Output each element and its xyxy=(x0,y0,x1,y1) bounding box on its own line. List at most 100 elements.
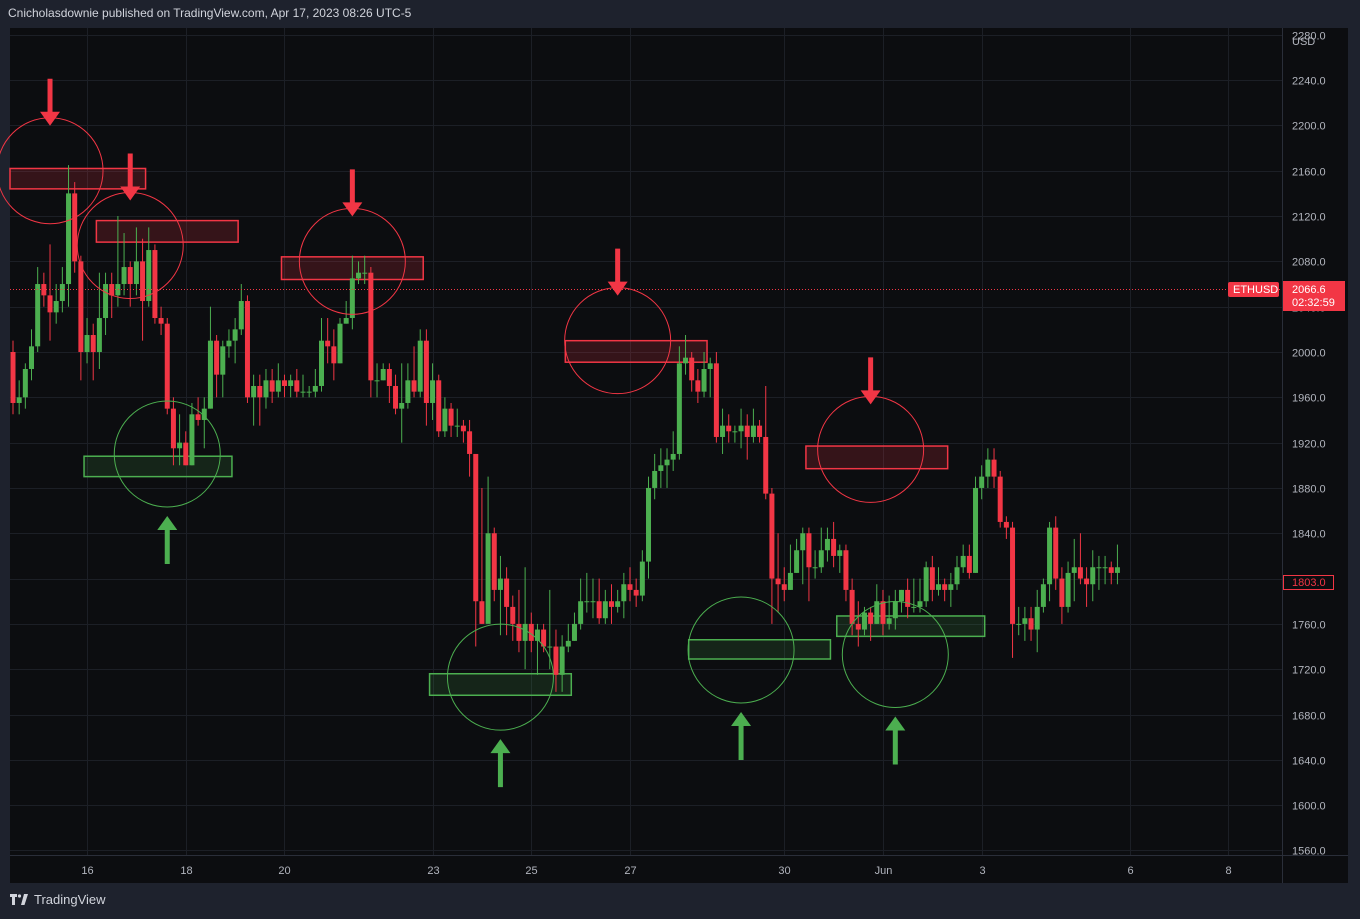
candle-body-down xyxy=(436,380,442,432)
time-axis-panel[interactable] xyxy=(10,855,1348,883)
up-arrow-icon xyxy=(885,716,906,765)
candle-body-up xyxy=(380,368,386,381)
candle-body-down xyxy=(393,385,399,409)
candle-body-up xyxy=(430,380,436,403)
candle-body-down xyxy=(183,442,189,466)
candle-body-up xyxy=(232,329,238,341)
candle-body-up xyxy=(664,459,670,466)
price-tick-label: 2160.0 xyxy=(1292,167,1326,179)
support-zone xyxy=(83,455,233,478)
candle-body-up xyxy=(559,646,565,675)
candle-body-up xyxy=(837,550,843,556)
time-axis: 16 18 20 23 25 27 30 Jun 3 6 8 xyxy=(81,865,1231,877)
candle-body-down xyxy=(423,340,429,403)
candle-body-up xyxy=(485,533,491,624)
support-circle xyxy=(687,596,795,704)
circles-layer xyxy=(0,78,949,788)
candle-body-up xyxy=(442,408,448,432)
candle-body-up xyxy=(16,397,22,403)
candle-body-up xyxy=(35,284,41,347)
candle-body-down xyxy=(997,476,1003,522)
price-tick-label: 1640.0 xyxy=(1292,756,1326,768)
price-tick-label: 1960.0 xyxy=(1292,393,1326,405)
candle-body-down xyxy=(553,646,559,675)
support-circle xyxy=(446,623,554,731)
support-zone xyxy=(687,639,832,660)
up-arrow-icon xyxy=(731,711,752,760)
candle-body-up xyxy=(497,578,503,590)
time-tick-label: 27 xyxy=(624,865,636,877)
price-tick-label: 1920.0 xyxy=(1292,439,1326,451)
zones-layer xyxy=(9,167,986,697)
price-tick-label: 1560.0 xyxy=(1292,846,1326,858)
candle-body-up xyxy=(534,629,540,641)
brand-footer[interactable]: TradingView xyxy=(10,892,106,907)
candle-body-down xyxy=(769,493,775,579)
candle-body-down xyxy=(831,538,837,556)
candle-body-up xyxy=(319,340,324,386)
candle-body-down xyxy=(942,584,948,590)
candle-body-up xyxy=(349,278,355,319)
price-tick-label: 1760.0 xyxy=(1292,620,1326,632)
symbol-tag-text: ETHUSD xyxy=(1233,284,1278,296)
currency-label: USD xyxy=(1292,36,1315,48)
time-tick-label: 16 xyxy=(81,865,93,877)
candle-body-down xyxy=(689,357,695,381)
candle-body-up xyxy=(621,584,627,602)
candle-body-up xyxy=(121,267,127,285)
candle-body-down xyxy=(991,459,997,477)
price-axis-panel[interactable] xyxy=(1282,28,1348,855)
candle-body-up xyxy=(658,465,664,471)
candle-body-down xyxy=(516,623,522,641)
candle-body-up xyxy=(343,318,349,324)
support-circle xyxy=(113,400,221,508)
candle-body-down xyxy=(744,425,750,437)
price-label-1803: 1803.0 xyxy=(1283,575,1334,590)
candle-body-up xyxy=(979,476,985,488)
price-tick-label: 1840.0 xyxy=(1292,529,1326,541)
candle-body-up xyxy=(701,368,707,392)
candle-body-up xyxy=(547,646,553,648)
price-label-1803-bg xyxy=(1283,575,1334,590)
candle-body-up xyxy=(985,459,991,477)
candle-body-down xyxy=(448,408,454,426)
candle-body-up xyxy=(1096,567,1102,569)
price-tick-label: 2080.0 xyxy=(1292,257,1326,269)
candle-body-up xyxy=(818,550,824,568)
candle-body-up xyxy=(954,567,960,585)
candle-body-down xyxy=(78,261,84,353)
up-arrow-icon xyxy=(157,515,178,564)
candle-body-up xyxy=(565,640,571,647)
candle-body-up xyxy=(220,346,226,375)
price-tick-label: 2200.0 xyxy=(1292,121,1326,133)
time-tick-label: Jun xyxy=(875,865,893,877)
candle-body-up xyxy=(917,601,923,607)
candle-body-down xyxy=(880,601,886,624)
candle-body-up xyxy=(676,363,682,454)
price-tick-label: 2120.0 xyxy=(1292,212,1326,224)
candle-body-up xyxy=(794,550,800,573)
candle-body-down xyxy=(528,623,534,641)
candle-body-up xyxy=(133,261,139,285)
price-axis: USD 2280.0 2240.0 2200.0 2160.0 2120.0 2080.0… xyxy=(1292,31,1326,858)
symbol-tag-bg xyxy=(1228,282,1279,297)
candle-body-down xyxy=(1084,578,1090,585)
price-tick-label: 1680.0 xyxy=(1292,711,1326,723)
candle-body-down xyxy=(10,352,16,403)
candle-body-up xyxy=(454,425,460,427)
time-tick-label: 20 xyxy=(278,865,290,877)
candle-body-up xyxy=(189,414,195,466)
price-label-1803-text: 1803.0 xyxy=(1292,577,1326,589)
candle-body-up xyxy=(1071,567,1077,573)
candle-body-down xyxy=(510,606,516,624)
price-tick-label: 2000.0 xyxy=(1292,348,1326,360)
candle-body-up xyxy=(1102,567,1108,569)
candle-body-up xyxy=(732,431,738,433)
chart-plot-area[interactable] xyxy=(10,28,1282,855)
candle-body-down xyxy=(855,623,861,630)
time-tick-label: 30 xyxy=(778,865,790,877)
candle-body-up xyxy=(146,250,152,302)
candle-body-down xyxy=(195,414,201,420)
candle-body-up xyxy=(639,561,645,596)
